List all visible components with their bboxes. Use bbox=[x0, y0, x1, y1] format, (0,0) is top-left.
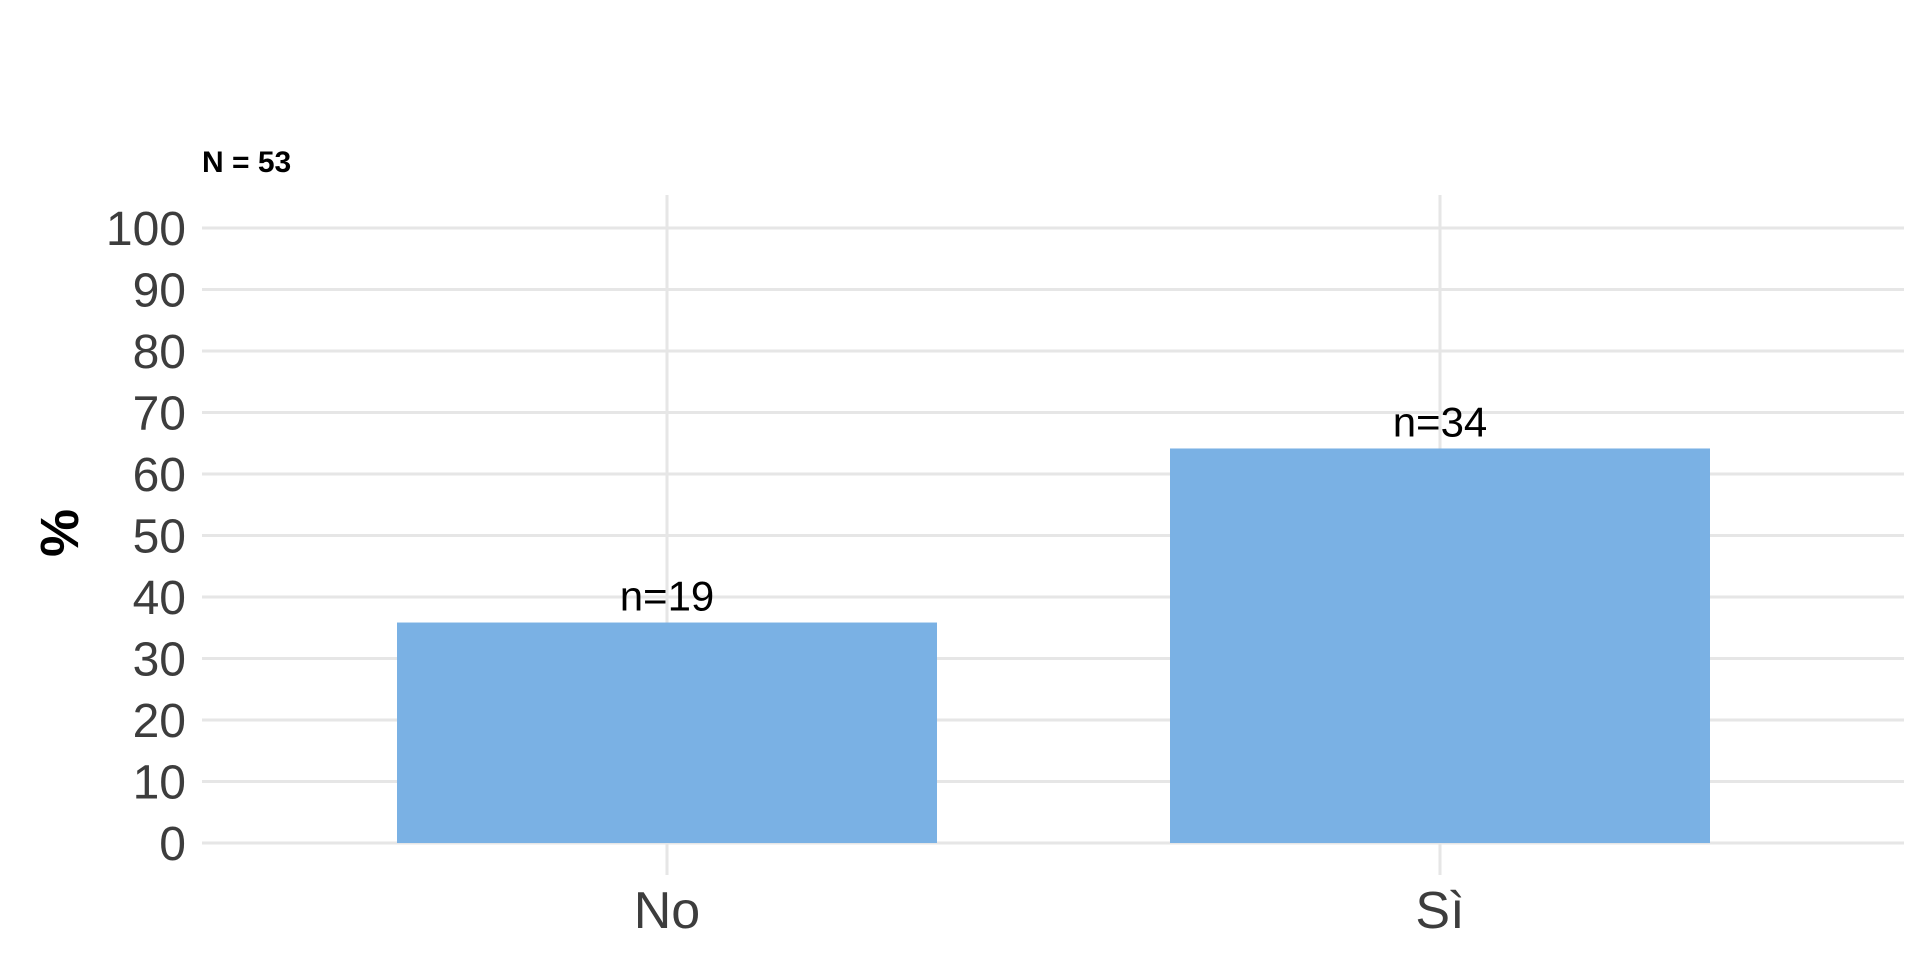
bar bbox=[397, 622, 937, 843]
y-tick-label: 0 bbox=[159, 818, 186, 871]
x-tick-label: Sì bbox=[1415, 882, 1464, 940]
y-tick-label: 10 bbox=[133, 757, 186, 810]
bar bbox=[1170, 448, 1710, 843]
x-tick-label: No bbox=[634, 882, 700, 940]
labels: 0 10 20 30 40 50 60 70 80 90 100 n=19 No n=34 Sì bbox=[106, 203, 1487, 940]
y-tick-label: 100 bbox=[106, 203, 186, 256]
y-tick-label: 90 bbox=[133, 265, 186, 318]
y-tick-label: 60 bbox=[133, 449, 186, 502]
y-tick-label: 20 bbox=[133, 695, 186, 748]
y-tick-label: 80 bbox=[133, 326, 186, 379]
bar-data-label: n=19 bbox=[620, 573, 715, 620]
y-tick-label: 30 bbox=[133, 634, 186, 687]
y-tick-label: 40 bbox=[133, 572, 186, 625]
chart-subtitle: N = 53 bbox=[202, 146, 291, 179]
y-axis-label: % bbox=[30, 509, 90, 557]
y-tick-label: 50 bbox=[133, 511, 186, 564]
bar-data-label: n=34 bbox=[1393, 398, 1488, 445]
bars bbox=[397, 448, 1710, 843]
y-tick-label: 70 bbox=[133, 388, 186, 441]
